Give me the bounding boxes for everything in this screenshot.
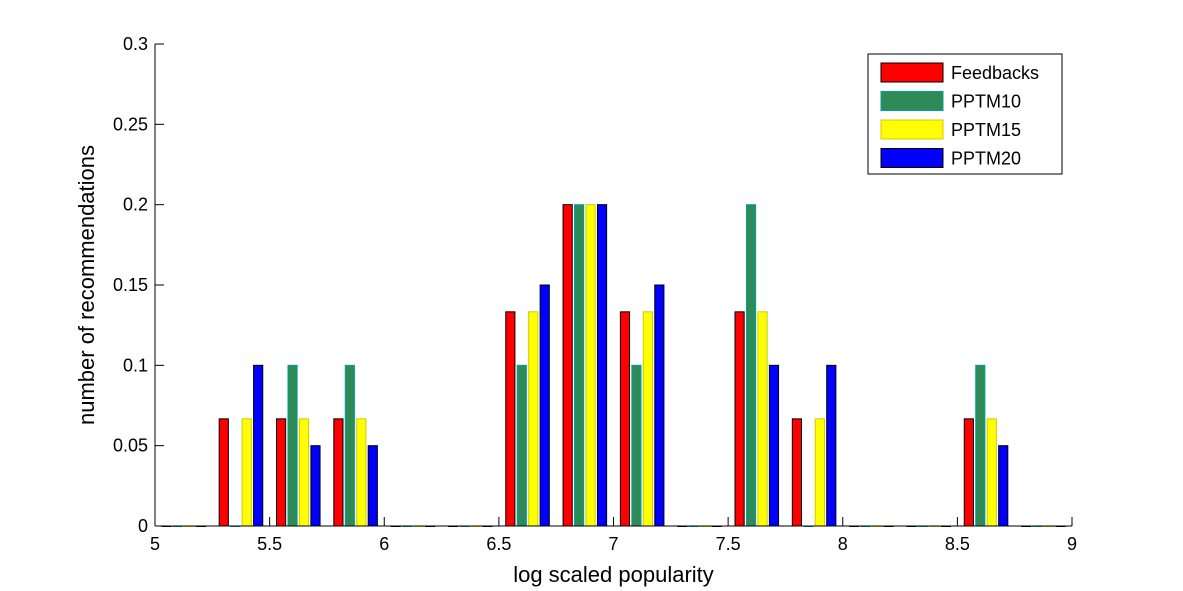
y-tick-label: 0.1 bbox=[123, 355, 148, 375]
y-tick-label: 0.05 bbox=[113, 436, 148, 456]
bar-pptm20 bbox=[998, 445, 1009, 527]
x-tick-label: 5 bbox=[150, 534, 160, 554]
bar-pptm20 bbox=[596, 204, 608, 527]
bar-pptm10 bbox=[631, 364, 642, 527]
legend-swatch-feedbacks bbox=[880, 62, 944, 83]
bar-pptm15 bbox=[642, 311, 653, 527]
legend-swatch-pptm10 bbox=[880, 91, 944, 111]
bar-pptm20 bbox=[367, 445, 378, 527]
bar-pptm15 bbox=[241, 418, 252, 527]
legend-label-pptm10: PPTM10 bbox=[951, 92, 1021, 112]
y-axis-label: number of recommendations bbox=[74, 145, 99, 425]
bar-feedbacks bbox=[333, 418, 344, 527]
bar-feedbacks bbox=[562, 204, 573, 527]
y-tick-label: 0.2 bbox=[123, 195, 148, 215]
bar-feedbacks bbox=[791, 418, 802, 527]
x-axis-label: log scaled popularity bbox=[513, 562, 714, 587]
bar-pptm15 bbox=[986, 418, 997, 527]
bar-pptm20 bbox=[310, 445, 321, 527]
bar-pptm20 bbox=[654, 284, 665, 527]
bar-pptm10 bbox=[287, 364, 298, 527]
x-tick-label: 9 bbox=[1067, 534, 1077, 554]
legend-label-pptm15: PPTM15 bbox=[951, 120, 1021, 140]
bar-pptm20 bbox=[826, 364, 837, 527]
bar-feedbacks bbox=[734, 311, 745, 527]
legend-swatch-pptm15 bbox=[880, 119, 944, 140]
bar-pptm15 bbox=[356, 418, 367, 527]
bar-pptm15 bbox=[298, 418, 310, 527]
bar-pptm10 bbox=[516, 364, 527, 527]
bar-pptm20 bbox=[768, 364, 780, 527]
bar-pptm10 bbox=[745, 204, 757, 527]
x-tick-label: 8 bbox=[838, 534, 848, 554]
bar-pptm10 bbox=[975, 364, 986, 527]
y-tick-label: 0.25 bbox=[113, 114, 148, 134]
bar-pptm15 bbox=[814, 418, 825, 527]
x-tick-label: 5.5 bbox=[257, 534, 282, 554]
bar-pptm10 bbox=[574, 204, 585, 527]
x-tick-label: 8.5 bbox=[945, 534, 970, 554]
bar-pptm15 bbox=[585, 204, 596, 527]
bar-pptm10 bbox=[344, 364, 355, 527]
x-tick-label: 6.5 bbox=[486, 534, 511, 554]
bar-feedbacks bbox=[619, 311, 631, 527]
y-tick-label: 0.15 bbox=[113, 275, 148, 295]
bar-feedbacks bbox=[505, 311, 516, 527]
bar-pptm20 bbox=[253, 364, 264, 527]
bar-pptm20 bbox=[539, 284, 550, 527]
legend: Feedbacks PPTM10 PPTM15 PPTM20 bbox=[867, 53, 1063, 175]
legend-swatch-pptm20 bbox=[880, 148, 944, 168]
y-tick-label: 0 bbox=[138, 516, 148, 536]
axes-group: 5 5.5 6 6.5 7 7.5 8 8.5 9 0 0.05 0.1 0.15 0.2 0.25 0.3 bbox=[113, 34, 1077, 554]
x-tick-label: 7.5 bbox=[716, 534, 741, 554]
bar-feedbacks bbox=[276, 418, 287, 527]
legend-label-pptm20: PPTM20 bbox=[951, 149, 1021, 169]
x-tick-label: 7 bbox=[608, 534, 618, 554]
bar-feedbacks bbox=[218, 418, 229, 527]
bar-feedbacks bbox=[963, 418, 974, 527]
y-tick-label: 0.3 bbox=[123, 34, 148, 54]
x-tick-label: 6 bbox=[379, 534, 389, 554]
bar-pptm15 bbox=[528, 311, 539, 527]
bar-pptm15 bbox=[757, 311, 768, 527]
legend-label-feedbacks: Feedbacks bbox=[951, 63, 1039, 83]
